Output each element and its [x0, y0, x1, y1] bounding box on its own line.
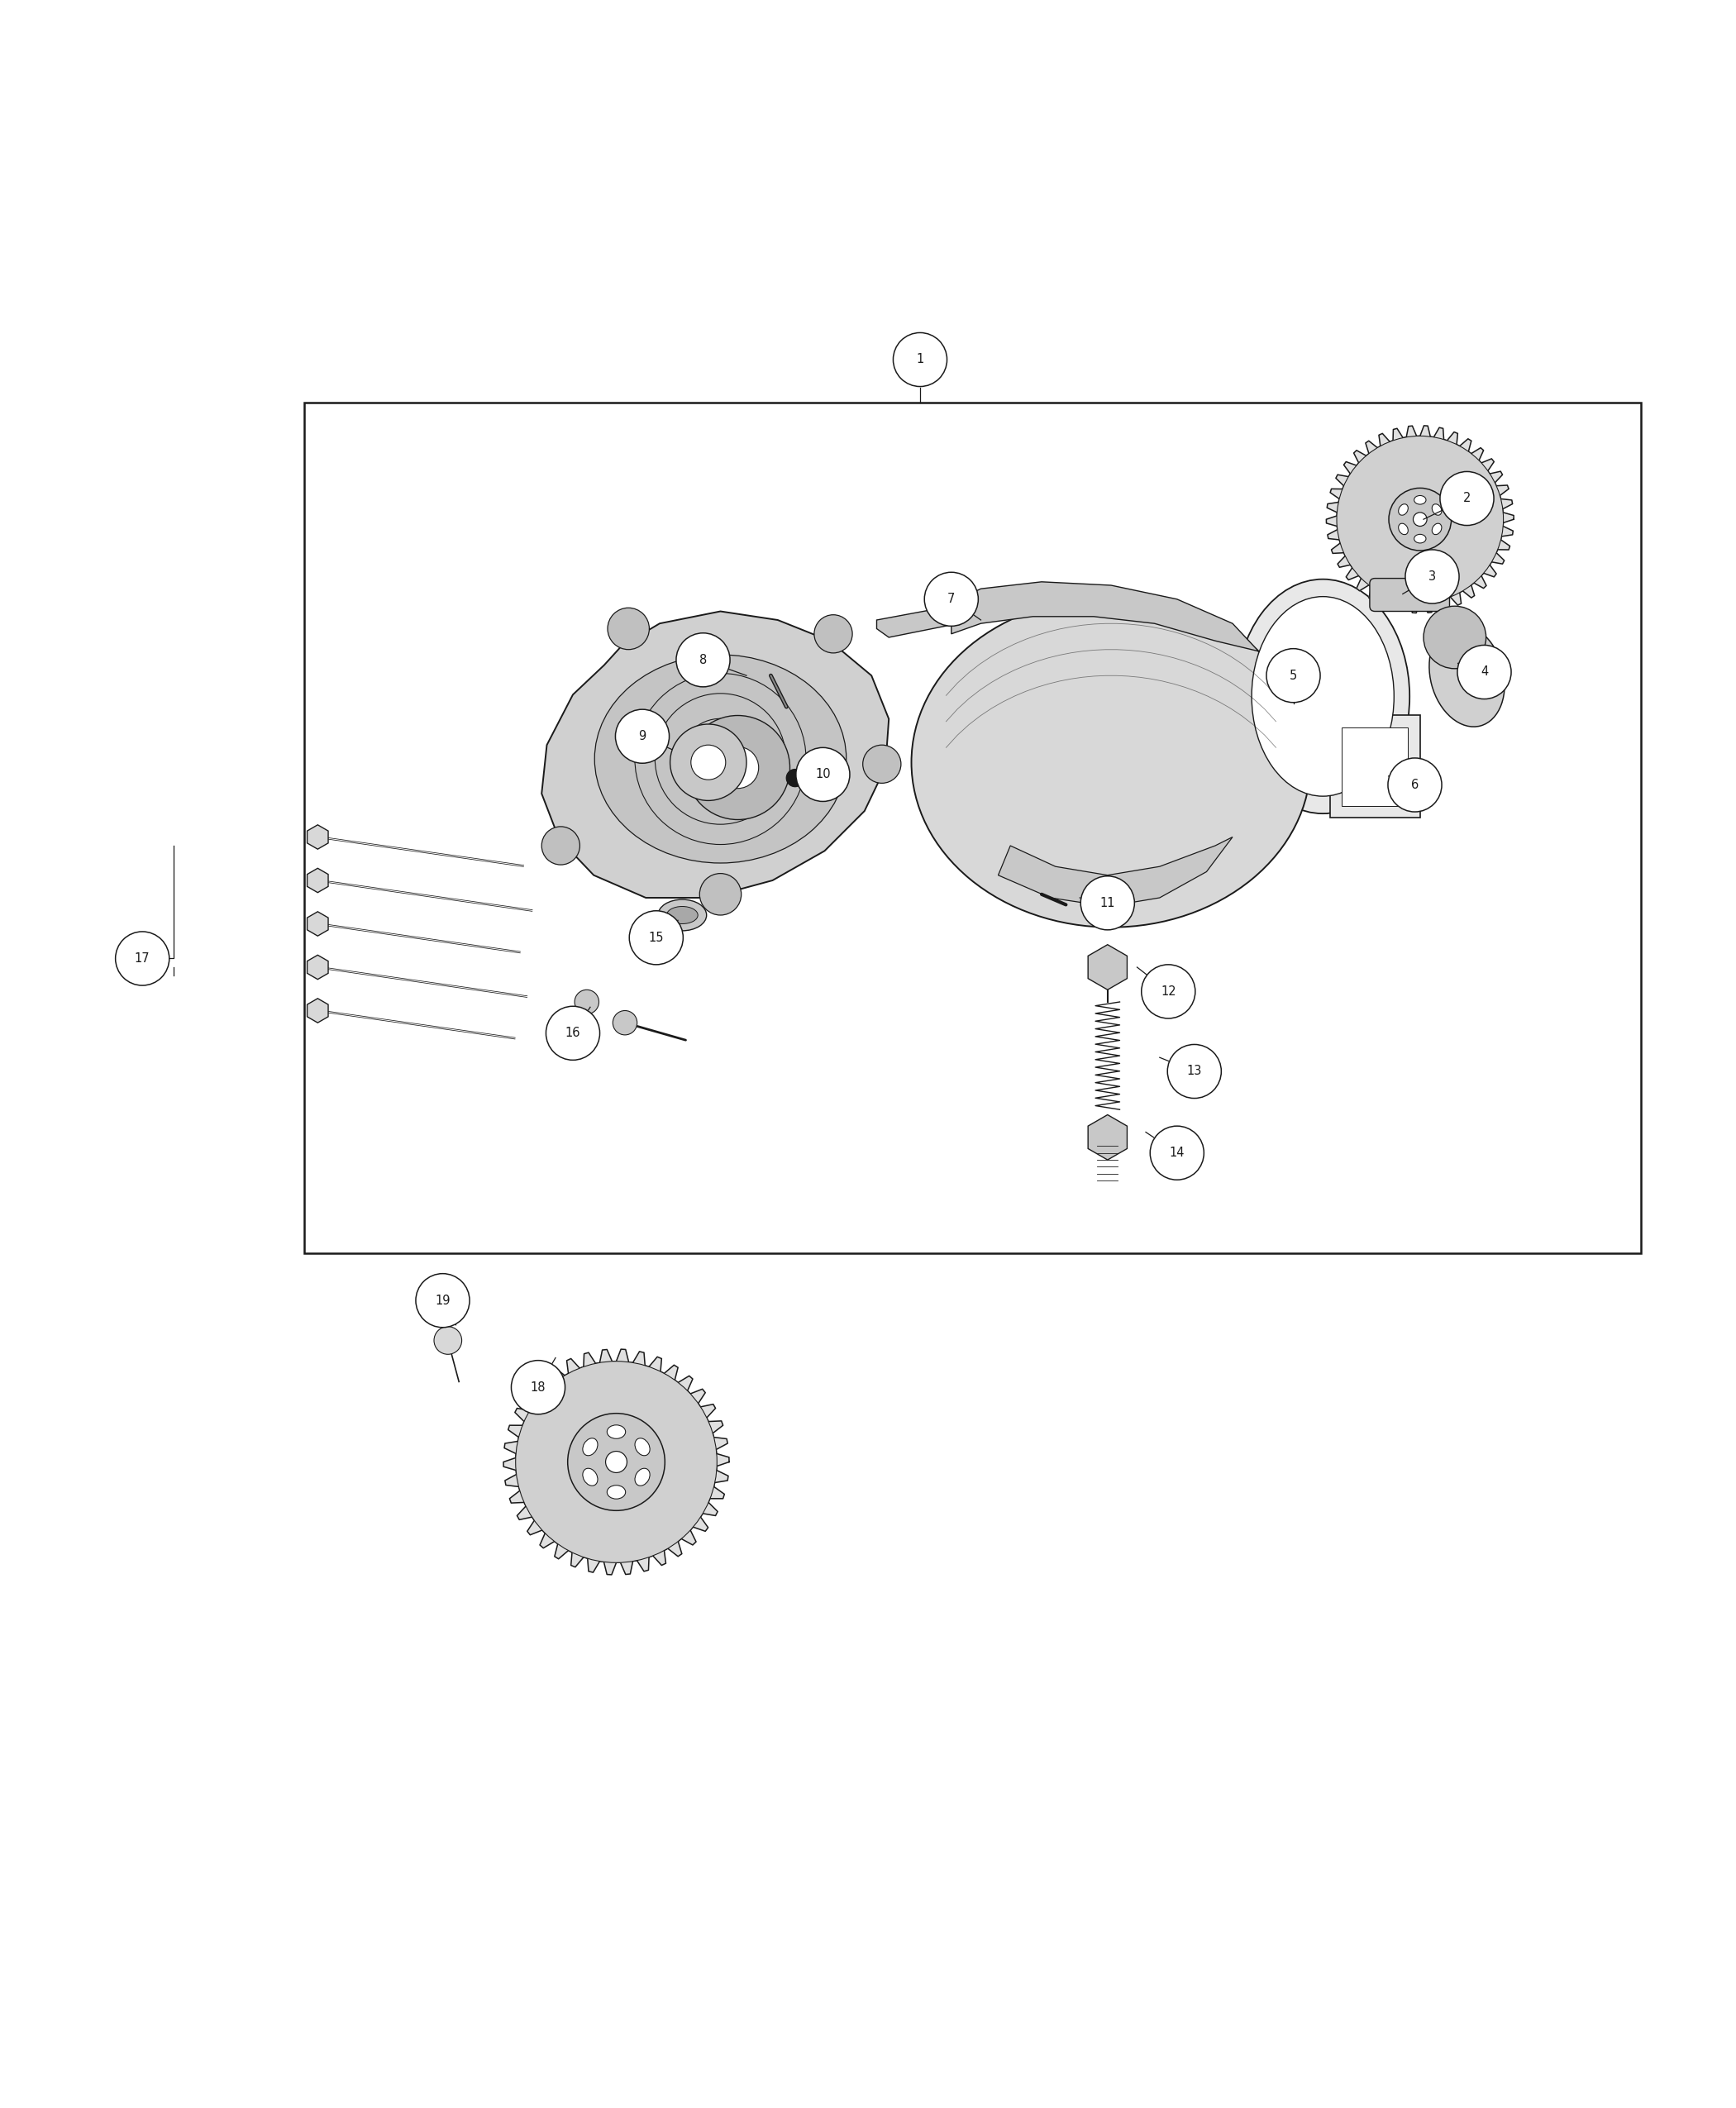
Circle shape — [795, 748, 851, 801]
Circle shape — [417, 1273, 469, 1328]
Circle shape — [116, 932, 170, 984]
Circle shape — [1080, 877, 1135, 930]
Text: 11: 11 — [1101, 896, 1115, 909]
Text: 8: 8 — [700, 653, 707, 666]
Circle shape — [542, 826, 580, 864]
Circle shape — [675, 632, 729, 687]
Ellipse shape — [583, 1469, 597, 1486]
Text: 4: 4 — [1481, 666, 1488, 679]
Circle shape — [606, 1450, 627, 1473]
FancyBboxPatch shape — [1370, 578, 1450, 611]
Ellipse shape — [608, 1425, 625, 1438]
Ellipse shape — [1415, 495, 1425, 504]
Circle shape — [1266, 649, 1319, 702]
Polygon shape — [1088, 944, 1127, 991]
Circle shape — [686, 715, 790, 820]
Text: 2: 2 — [1463, 493, 1470, 504]
Polygon shape — [307, 955, 328, 980]
Circle shape — [1404, 550, 1458, 603]
Circle shape — [814, 616, 852, 653]
Polygon shape — [951, 582, 1259, 651]
Ellipse shape — [1399, 523, 1408, 535]
Text: 16: 16 — [566, 1027, 580, 1039]
Circle shape — [1424, 607, 1486, 668]
Circle shape — [863, 744, 901, 784]
Ellipse shape — [911, 597, 1311, 928]
Polygon shape — [307, 824, 328, 850]
Text: 17: 17 — [135, 953, 149, 965]
Circle shape — [786, 769, 804, 786]
Circle shape — [1413, 512, 1427, 527]
Polygon shape — [307, 868, 328, 892]
Text: 13: 13 — [1187, 1065, 1201, 1077]
Polygon shape — [307, 999, 328, 1022]
FancyBboxPatch shape — [1342, 727, 1408, 805]
Ellipse shape — [608, 1486, 625, 1499]
Circle shape — [1149, 1126, 1205, 1180]
Polygon shape — [1326, 426, 1514, 613]
Circle shape — [894, 333, 948, 386]
Polygon shape — [1088, 1115, 1127, 1159]
Text: 7: 7 — [948, 592, 955, 605]
Circle shape — [516, 1362, 717, 1562]
Ellipse shape — [1429, 624, 1505, 727]
Circle shape — [613, 1010, 637, 1035]
Ellipse shape — [1432, 523, 1441, 535]
Polygon shape — [998, 837, 1233, 906]
Circle shape — [1439, 472, 1493, 525]
Circle shape — [615, 710, 668, 763]
Ellipse shape — [1432, 504, 1441, 514]
Circle shape — [1142, 965, 1196, 1018]
Polygon shape — [542, 611, 889, 898]
Ellipse shape — [635, 1469, 649, 1486]
Ellipse shape — [1399, 504, 1408, 514]
Text: 1: 1 — [917, 354, 924, 367]
Text: 14: 14 — [1170, 1147, 1184, 1159]
Polygon shape — [307, 911, 328, 936]
Circle shape — [1167, 1043, 1220, 1098]
Text: 5: 5 — [1290, 670, 1297, 681]
Circle shape — [1389, 489, 1451, 550]
Circle shape — [700, 873, 741, 915]
Ellipse shape — [635, 1438, 649, 1457]
Circle shape — [1337, 436, 1503, 603]
Circle shape — [434, 1326, 462, 1353]
Ellipse shape — [1415, 533, 1425, 544]
Circle shape — [608, 607, 649, 649]
Ellipse shape — [1236, 580, 1410, 814]
Circle shape — [717, 746, 759, 788]
FancyBboxPatch shape — [1330, 715, 1420, 818]
Text: 6: 6 — [1411, 778, 1418, 790]
Ellipse shape — [667, 906, 698, 923]
Text: 10: 10 — [816, 767, 830, 780]
Text: 18: 18 — [531, 1381, 545, 1393]
Circle shape — [924, 571, 979, 626]
Circle shape — [512, 1360, 564, 1414]
Circle shape — [691, 744, 726, 780]
Circle shape — [1457, 645, 1510, 700]
Circle shape — [575, 991, 599, 1014]
Text: 19: 19 — [436, 1294, 450, 1307]
Ellipse shape — [583, 1438, 597, 1457]
Text: 15: 15 — [649, 932, 663, 944]
Ellipse shape — [1252, 597, 1394, 797]
Text: 3: 3 — [1429, 571, 1436, 582]
Text: 9: 9 — [639, 729, 646, 742]
Circle shape — [545, 1006, 601, 1060]
Circle shape — [628, 911, 682, 965]
Polygon shape — [877, 607, 958, 637]
Circle shape — [1387, 759, 1441, 812]
Polygon shape — [503, 1349, 729, 1575]
Circle shape — [568, 1412, 665, 1511]
Text: 12: 12 — [1161, 984, 1175, 997]
Circle shape — [670, 725, 746, 801]
Ellipse shape — [658, 900, 707, 932]
Ellipse shape — [594, 656, 847, 862]
